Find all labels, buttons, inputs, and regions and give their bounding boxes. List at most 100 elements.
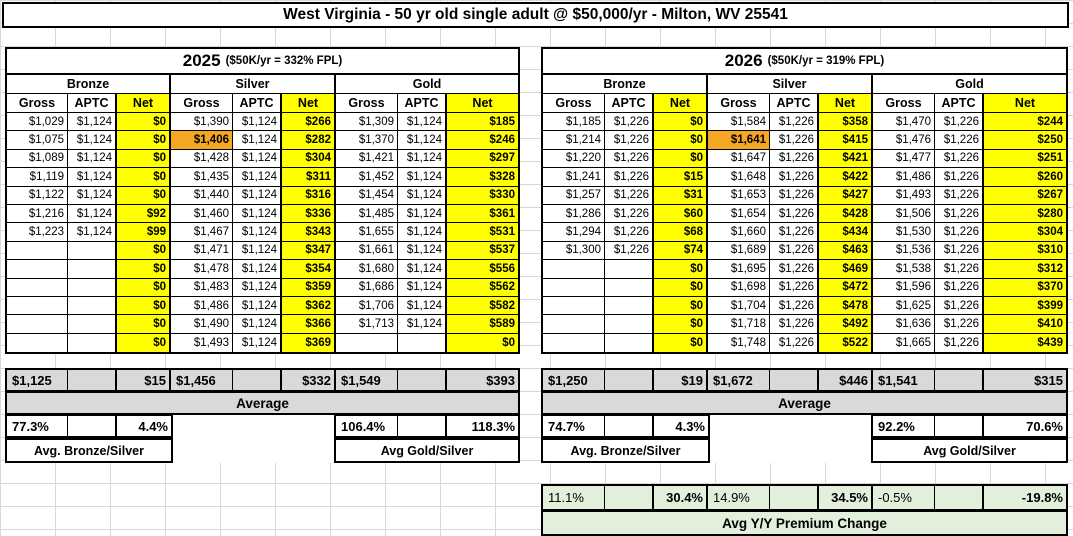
gross-cell[interactable]: $1,713 [336,315,398,334]
net-cell[interactable]: $15 [654,168,708,187]
aptc-cell[interactable]: $1,226 [770,113,819,132]
gross-cell[interactable] [7,241,68,261]
aptc-cell[interactable]: $1,226 [770,333,819,353]
net-cell[interactable]: $410 [984,315,1066,334]
net-cell[interactable]: $478 [819,296,873,316]
yoy-cell[interactable] [770,486,819,509]
gross-cell[interactable]: $1,647 [708,149,770,169]
ratio-cell[interactable] [935,416,984,436]
column-header-gross[interactable]: Gross [873,94,935,113]
ratio-cell[interactable]: 118.3% [447,416,518,436]
aptc-cell[interactable]: $1,226 [605,186,654,205]
avg-gross-cell[interactable]: $1,672 [708,370,770,390]
yoy-cell[interactable] [605,486,654,509]
ratio-cell[interactable]: 4.3% [654,416,708,436]
aptc-cell[interactable]: $1,226 [770,204,819,224]
aptc-cell[interactable]: $1,124 [398,241,447,261]
net-cell[interactable]: $328 [447,168,518,187]
aptc-cell[interactable]: $1,124 [398,186,447,205]
aptc-cell[interactable]: $1,124 [398,204,447,224]
avg-net-cell[interactable]: $15 [117,370,171,390]
net-cell[interactable]: $522 [819,333,873,353]
aptc-cell[interactable]: $1,124 [398,131,447,150]
net-cell[interactable]: $280 [984,204,1066,224]
net-cell[interactable]: $0 [117,296,171,316]
net-cell[interactable]: $369 [282,333,336,353]
net-cell[interactable]: $0 [654,260,708,279]
net-cell[interactable]: $422 [819,168,873,187]
gross-cell[interactable]: $1,309 [336,113,398,132]
gross-cell[interactable]: $1,185 [543,113,605,132]
aptc-cell[interactable]: $1,226 [605,131,654,150]
net-cell[interactable]: $304 [984,223,1066,242]
avg-aptc-cell[interactable] [398,370,447,390]
gross-cell[interactable]: $1,689 [708,241,770,261]
net-cell[interactable]: $472 [819,278,873,297]
net-cell[interactable]: $347 [282,241,336,261]
net-cell[interactable]: $469 [819,260,873,279]
aptc-cell[interactable]: $1,226 [605,204,654,224]
gross-cell[interactable]: $1,476 [873,131,935,150]
gross-cell[interactable]: $1,286 [543,204,605,224]
net-cell[interactable]: $0 [117,186,171,205]
column-header-aptc[interactable]: APTC [398,94,447,113]
group-header-silver[interactable]: Silver [708,75,873,94]
aptc-cell[interactable]: $1,226 [605,113,654,132]
gross-cell[interactable]: $1,089 [7,149,68,169]
aptc-cell[interactable]: $1,226 [770,296,819,316]
net-cell[interactable]: $0 [117,241,171,261]
group-header-silver[interactable]: Silver [171,75,336,94]
column-header-gross[interactable]: Gross [7,94,68,113]
aptc-cell[interactable]: $1,226 [935,131,984,150]
aptc-cell[interactable]: $1,226 [935,113,984,132]
aptc-cell[interactable]: $1,226 [935,296,984,316]
net-cell[interactable]: $0 [447,333,518,353]
aptc-cell[interactable]: $1,124 [68,131,117,150]
aptc-cell[interactable]: $1,226 [935,186,984,205]
gross-cell[interactable]: $1,460 [171,204,233,224]
aptc-cell[interactable]: $1,226 [935,149,984,169]
ratio-cell[interactable] [605,416,654,436]
aptc-cell[interactable]: $1,124 [233,260,282,279]
gross-cell[interactable] [543,278,605,297]
aptc-cell[interactable] [605,296,654,316]
aptc-cell[interactable]: $1,226 [935,260,984,279]
avg-gross-cell[interactable]: $1,250 [543,370,605,390]
gross-cell[interactable]: $1,665 [873,333,935,353]
avg-net-cell[interactable]: $393 [447,370,518,390]
net-cell[interactable]: $0 [654,296,708,316]
aptc-cell[interactable] [68,241,117,261]
net-cell[interactable]: $556 [447,260,518,279]
net-cell[interactable]: $316 [282,186,336,205]
gross-cell[interactable]: $1,294 [543,223,605,242]
yoy-cell[interactable] [935,486,984,509]
gross-cell[interactable]: $1,421 [336,149,398,169]
net-cell[interactable]: $370 [984,278,1066,297]
aptc-cell[interactable]: $1,226 [770,186,819,205]
aptc-cell[interactable]: $1,124 [68,168,117,187]
column-header-aptc[interactable]: APTC [68,94,117,113]
avg-net-cell[interactable]: $332 [282,370,336,390]
column-header-aptc[interactable]: APTC [770,94,819,113]
net-cell[interactable]: $244 [984,113,1066,132]
net-cell[interactable]: $60 [654,204,708,224]
net-cell[interactable]: $92 [117,204,171,224]
avg-aptc-cell[interactable] [68,370,117,390]
selected-cell[interactable]: $1,406 [171,131,233,150]
aptc-cell[interactable]: $1,124 [233,131,282,150]
net-cell[interactable]: $99 [117,223,171,242]
aptc-cell[interactable]: $1,226 [770,223,819,242]
aptc-cell[interactable]: $1,226 [605,223,654,242]
gross-cell[interactable]: $1,648 [708,168,770,187]
net-cell[interactable]: $0 [654,333,708,353]
aptc-cell[interactable]: $1,124 [398,149,447,169]
group-header-gold[interactable]: Gold [873,75,1066,94]
avg-gold-silver-label-2026[interactable]: Avg Gold/Silver [871,438,1068,463]
gross-cell[interactable]: $1,370 [336,131,398,150]
gross-cell[interactable] [543,260,605,279]
yoy-change-label[interactable]: Avg Y/Y Premium Change [541,510,1068,536]
aptc-cell[interactable]: $1,124 [233,333,282,353]
aptc-cell[interactable]: $1,226 [770,131,819,150]
gross-cell[interactable]: $1,493 [873,186,935,205]
column-header-gross[interactable]: Gross [336,94,398,113]
